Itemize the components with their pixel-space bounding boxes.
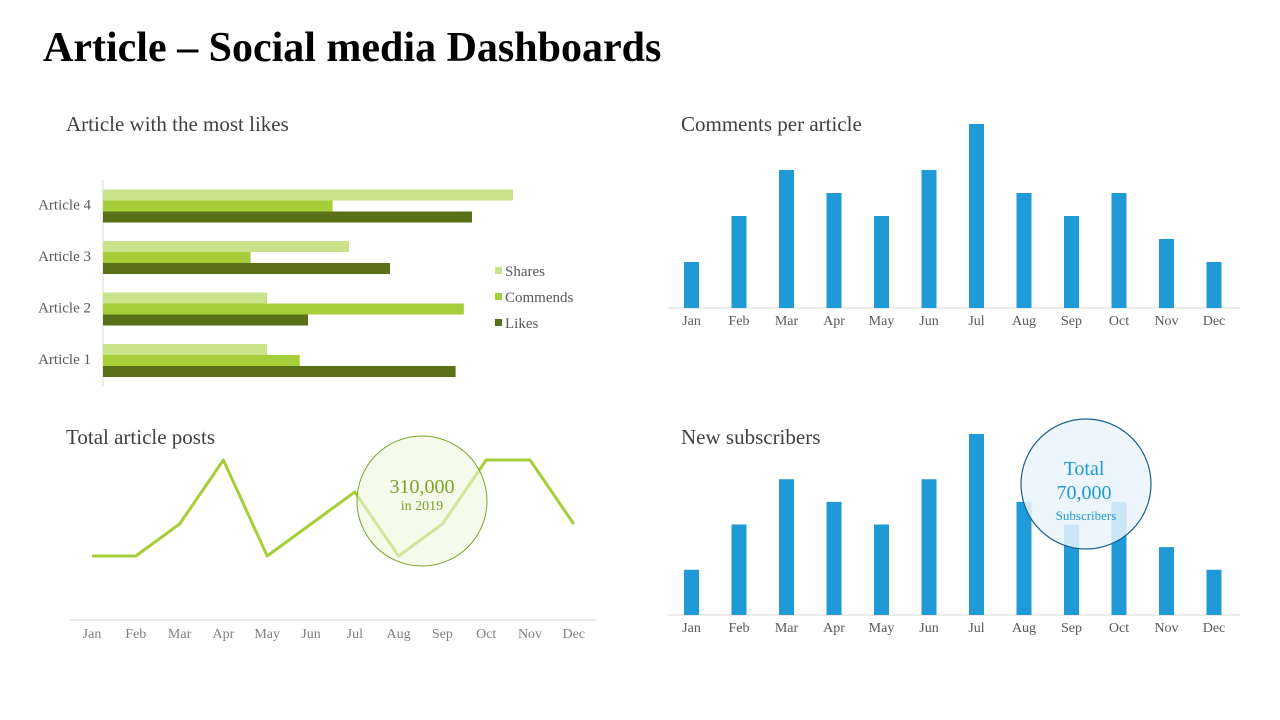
subscribers-bar-aug — [1016, 501, 1032, 615]
comments-bar-apr — [826, 193, 842, 308]
likes-bar-commends-3 — [103, 252, 251, 263]
subscribers-tick-label: Nov — [1154, 621, 1178, 636]
likes-category-label: Article 1 — [38, 352, 91, 368]
posts-tick-label: Nov — [518, 627, 542, 642]
comments-tick-label: Aug — [1012, 314, 1036, 329]
subscribers-tick-label: Jul — [968, 621, 984, 636]
comments-tick-label: May — [869, 314, 895, 329]
likes-bar-likes-4 — [103, 211, 472, 223]
comments-bar-aug — [1016, 193, 1032, 308]
posts-tick-label: Feb — [125, 627, 146, 642]
subscribers-bar-feb — [731, 524, 747, 615]
posts-total-circle — [356, 435, 488, 567]
comments-tick-label: Feb — [729, 314, 750, 329]
subscribers-tick-label: Jan — [682, 621, 701, 636]
subscribers-tick-label: Jun — [919, 621, 938, 636]
comments-tick-label: Mar — [775, 314, 799, 329]
comments-bar-oct — [1111, 193, 1127, 308]
comments-bar-mar — [779, 170, 794, 308]
likes-category-label: Article 4 — [38, 198, 91, 214]
comments-bar-dec — [1206, 262, 1222, 308]
subscribers-total-value: 70,000 — [1057, 482, 1112, 504]
likes-bar-shares-2 — [103, 292, 267, 304]
page-title: Article – Social media Dashboards — [43, 25, 662, 71]
subscribers-bar-jan — [684, 569, 699, 615]
subscribers-total-caption: Subscribers — [1056, 508, 1117, 523]
comments-bar-nov — [1159, 239, 1174, 308]
legend-swatch-shares — [495, 267, 502, 274]
comments-bar-jul — [969, 124, 984, 308]
likes-bar-likes-1 — [103, 366, 456, 377]
comments-bar-sep — [1064, 216, 1079, 308]
comments-tick-label: Jul — [968, 314, 984, 329]
comments-tick-label: Dec — [1203, 314, 1226, 329]
posts-tick-label: Dec — [563, 627, 586, 642]
comments-bar-may — [874, 216, 889, 308]
comments-tick-label: Sep — [1061, 314, 1082, 329]
posts-tick-label: Jan — [83, 627, 102, 642]
likes-bar-likes-3 — [103, 263, 390, 274]
comments-bar-feb — [731, 216, 747, 308]
subscribers-tick-label: Dec — [1203, 621, 1226, 636]
likes-bar-shares-3 — [103, 241, 349, 252]
posts-tick-label: Apr — [213, 627, 235, 642]
comments-tick-label: Jun — [919, 314, 938, 329]
subscribers-tick-label: Sep — [1061, 621, 1082, 636]
subscribers-bar-may — [874, 524, 889, 615]
subscribers-bar-apr — [826, 501, 842, 615]
likes-bar-shares-4 — [103, 189, 513, 201]
comments-tick-label: Oct — [1109, 314, 1129, 329]
subscribers-total-label: Total — [1064, 458, 1105, 480]
legend-label-commends: Commends — [505, 290, 573, 306]
likes-bar-commends-2 — [103, 303, 464, 315]
likes-bar-shares-1 — [103, 344, 267, 355]
subscribers-total-circle — [1020, 418, 1152, 550]
subscribers-chart-title: New subscribers — [681, 425, 821, 449]
posts-chart-title: Total article posts — [66, 425, 215, 449]
posts-tick-label: Aug — [387, 627, 411, 642]
subscribers-bar-dec — [1206, 569, 1222, 615]
subscribers-bar-mar — [779, 479, 794, 615]
subscribers-tick-label: Oct — [1109, 621, 1129, 636]
posts-tick-label: Jul — [347, 627, 363, 642]
posts-line — [92, 458, 576, 558]
likes-bar-commends-4 — [103, 200, 333, 212]
posts-tick-label: Sep — [432, 627, 453, 642]
comments-chart-title: Comments per article — [681, 112, 862, 136]
posts-total-caption: in 2019 — [401, 499, 443, 514]
subscribers-bar-nov — [1159, 547, 1174, 615]
subscribers-bar-jul — [969, 434, 984, 615]
likes-chart-title: Article with the most likes — [66, 112, 289, 136]
posts-tick-label: Mar — [168, 627, 192, 642]
likes-category-label: Article 2 — [38, 301, 91, 317]
comments-bar-jan — [684, 262, 699, 308]
subscribers-tick-label: Mar — [775, 621, 799, 636]
subscribers-tick-label: Feb — [729, 621, 750, 636]
likes-bar-likes-2 — [103, 314, 308, 326]
posts-tick-label: Oct — [476, 627, 496, 642]
subscribers-tick-label: May — [869, 621, 895, 636]
likes-category-label: Article 3 — [38, 249, 91, 265]
comments-tick-label: Apr — [823, 314, 845, 329]
legend-swatch-commends — [495, 293, 502, 300]
likes-bar-commends-1 — [103, 355, 300, 366]
comments-tick-label: Jan — [682, 314, 701, 329]
legend-swatch-likes — [495, 319, 502, 326]
legend-label-likes: Likes — [505, 316, 538, 332]
comments-bar-jun — [921, 170, 937, 308]
subscribers-tick-label: Aug — [1012, 621, 1036, 636]
posts-total-value: 310,000 — [390, 476, 455, 498]
subscribers-bar-jun — [921, 479, 937, 615]
posts-tick-label: May — [254, 627, 280, 642]
posts-tick-label: Jun — [301, 627, 320, 642]
subscribers-tick-label: Apr — [823, 621, 845, 636]
comments-tick-label: Nov — [1154, 314, 1178, 329]
legend-label-shares: Shares — [505, 264, 545, 280]
